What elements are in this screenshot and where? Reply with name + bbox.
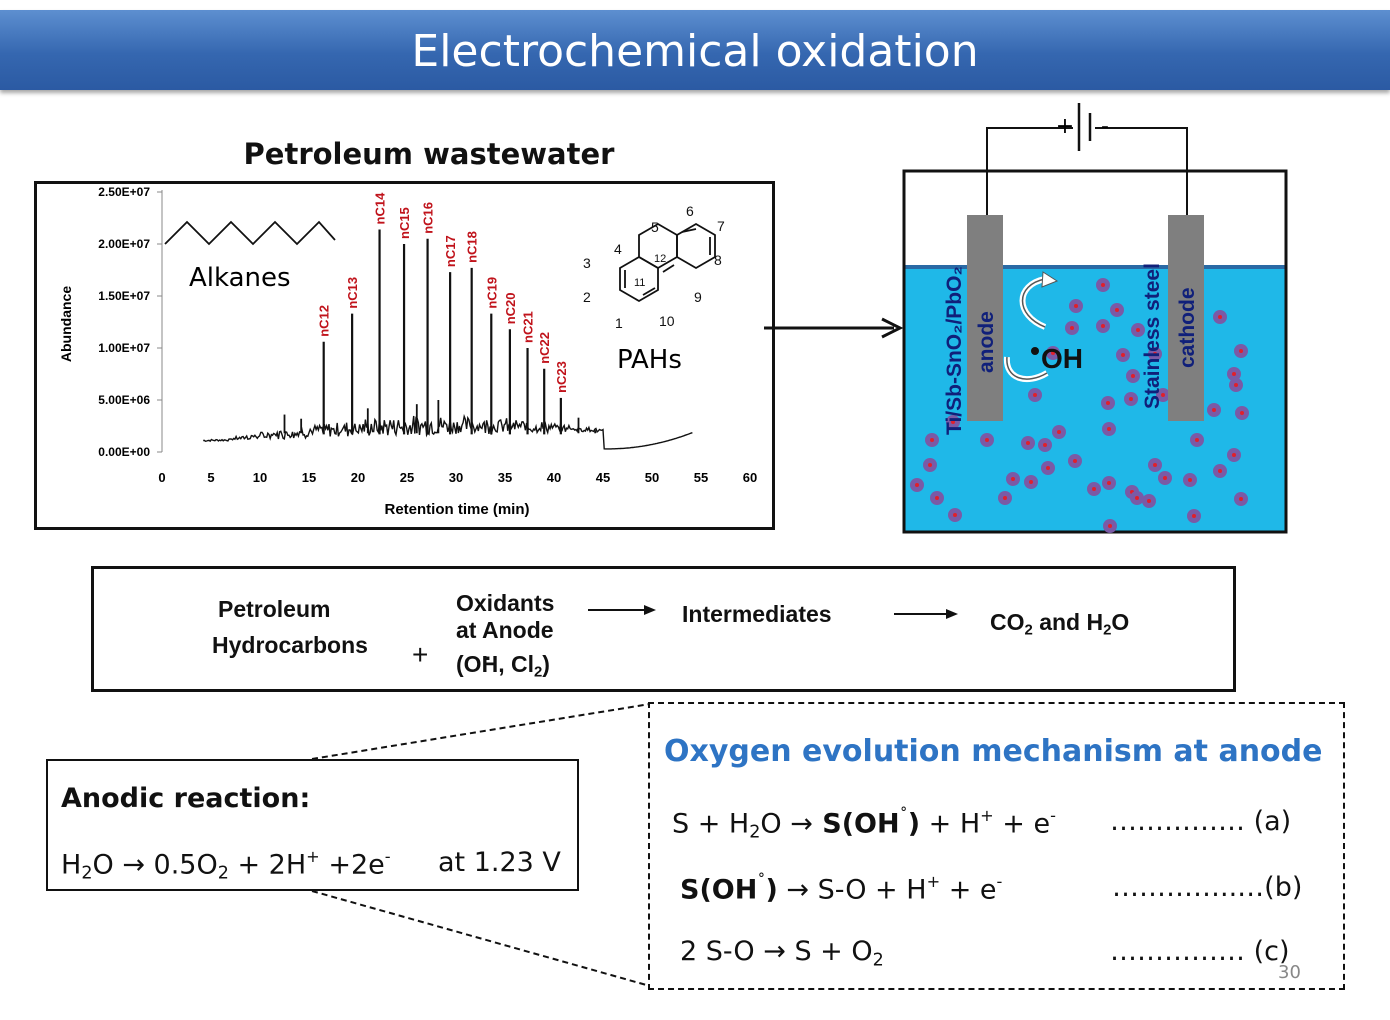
x-tick-label: 0 — [158, 470, 165, 485]
x-tick-label: 20 — [351, 470, 365, 485]
atom-number: 12 — [654, 253, 666, 265]
chart-title: Petroleum wastewater — [243, 137, 615, 171]
anode-material-label: Ti/Sb-SnO₂/PbO₂ — [943, 266, 966, 435]
battery-minus: - — [1101, 114, 1109, 139]
peak-label-nc23: nC23 — [554, 361, 569, 393]
alkanes-label: Alkanes — [189, 263, 291, 293]
slide-number: 30 — [1278, 962, 1301, 983]
wire-left — [986, 127, 1073, 215]
atom-number: 3 — [583, 255, 591, 271]
peak-label-nc13: nC13 — [345, 277, 360, 309]
y-tick-label: 5.00E+06 — [98, 393, 150, 407]
atom-number: 5 — [651, 219, 659, 235]
x-tick-label: 45 — [596, 470, 610, 485]
x-tick-label: 55 — [694, 470, 708, 485]
chromatogram-trace — [203, 413, 693, 450]
slide-title: Electrochemical oxidation — [411, 26, 979, 77]
oer-equation-b: S(OH˚) → S-O + H+ + e- — [680, 872, 1003, 906]
x-tick-label: 15 — [302, 470, 316, 485]
y-tick-label: 0.00E+00 — [98, 445, 150, 459]
atom-number: 11 — [634, 277, 645, 289]
electrochemical-cell-diagram: + - Ti/Sb-SnO₂/PbO₂ anode Stainless stee… — [902, 103, 1288, 534]
x-tick-label: 30 — [449, 470, 463, 485]
peak-label-nc16: nC16 — [421, 202, 436, 234]
arrow-right-icon: → — [790, 808, 813, 840]
flow-arrow-2 — [894, 609, 958, 619]
oer-tag-c: …………… (c) — [1110, 936, 1290, 967]
atom-number: 8 — [714, 252, 722, 268]
oer-tag-a: …………… (a) — [1110, 806, 1292, 837]
process-arrow — [764, 317, 904, 339]
anodic-equation: H2O → 0.5O2 + 2H+ +2e- — [61, 847, 391, 884]
peak-label-nc22: nC22 — [537, 332, 552, 364]
radical-label: OH — [1041, 343, 1083, 374]
y-tick-label: 1.00E+07 — [98, 341, 150, 355]
x-tick-label: 40 — [547, 470, 561, 485]
atom-number: 7 — [717, 218, 725, 234]
atom-number: 9 — [694, 289, 702, 305]
wire-right — [1095, 127, 1188, 215]
reaction-flow-box: Petroleum Hydrocarbons + Oxidants at Ano… — [91, 566, 1236, 692]
atom-number: 2 — [583, 289, 591, 305]
anode-electrode — [967, 215, 1003, 421]
x-tick-label: 10 — [253, 470, 267, 485]
oer-equation-a: S + H2O → S(OH˚) + H+ + e- — [672, 806, 1056, 843]
anodic-reaction-title: Anodic reaction: — [61, 783, 311, 814]
pahs-label: PAHs — [617, 345, 682, 375]
phenanthrene-structure-icon — [619, 222, 716, 303]
intermediates-label: Intermediates — [682, 601, 832, 627]
y-axis-label: Abundance — [58, 286, 74, 362]
flow-arrow-1 — [588, 605, 656, 615]
arrow-right-icon: → — [786, 874, 809, 906]
reactant-line2: Hydrocarbons — [212, 632, 368, 658]
anodic-voltage: at 1.23 V — [438, 847, 561, 878]
peak-label-nc17: nC17 — [443, 235, 458, 267]
peak-label-nc19: nC19 — [484, 277, 499, 309]
chromatogram-chart: nC12 nC13 nC14 nC15 nC16 nC17 nC18 nC19 nC20nC21… — [58, 185, 757, 518]
x-tick-label: 5 — [207, 470, 214, 485]
x-tick-label: 60 — [743, 470, 757, 485]
oxidants-line3: (O. H, Cl2) — [456, 639, 550, 681]
y-tick-label: 1.50E+07 — [98, 289, 150, 303]
products-label: CO2 and H2O — [990, 609, 1130, 639]
atom-number: 1 — [615, 315, 623, 331]
alkane-zigzag-icon — [164, 220, 336, 246]
tank — [902, 169, 1288, 534]
oer-equation-c: 2 S-O → S + O2 — [680, 936, 884, 971]
anodic-reaction-box: Anodic reaction: H2O → 0.5O2 + 2H+ +2e- … — [46, 759, 579, 891]
peak-label-nc15: nC15 — [397, 207, 412, 239]
x-tick-label: 35 — [498, 470, 512, 485]
x-tick-label: 25 — [400, 470, 414, 485]
battery-plus: + — [1056, 114, 1074, 139]
x-axis-label: Retention time (min) — [385, 501, 530, 518]
plus-sign: + — [412, 639, 429, 670]
arrow-right-icon: → — [122, 849, 145, 881]
y-tick-label: 2.50E+07 — [98, 185, 150, 199]
arrow-right-icon: → — [763, 936, 786, 967]
atom-number: 10 — [659, 313, 675, 329]
cathode-label: cathode — [1176, 287, 1199, 368]
anode-label: anode — [975, 311, 998, 373]
chromatogram-panel: nC12 nC13 nC14 nC15 nC16 nC17 nC18 nC19 nC20 nC21… — [34, 181, 775, 530]
oxidants-line2: at Anode — [456, 617, 554, 643]
cathode-material-label: Stainless steel — [1141, 263, 1164, 409]
peak-label-nc21: nC21 — [521, 311, 536, 343]
cathode-electrode — [1168, 215, 1204, 421]
atom-number: 6 — [686, 203, 694, 219]
peak-label-nc14: nC14 — [373, 192, 388, 225]
peak-label-nc12: nC12 — [317, 305, 332, 337]
reactant-line1: Petroleum — [218, 596, 331, 622]
peak-label-nc18: nC18 — [465, 231, 480, 263]
peak-label-nc20: nC20 — [503, 292, 518, 324]
oer-tag-b: …………..…(b) — [1112, 872, 1303, 903]
y-tick-label: 2.00E+07 — [98, 237, 150, 251]
x-tick-label: 50 — [645, 470, 659, 485]
title-bar: Electrochemical oxidation — [0, 10, 1390, 90]
atom-number: 4 — [614, 241, 622, 257]
oer-heading: Oxygen evolution mechanism at anode — [664, 734, 1323, 769]
oxygen-evolution-box: Oxygen evolution mechanism at anode S + … — [648, 702, 1345, 990]
oxidants-line1: Oxidants — [456, 590, 555, 616]
